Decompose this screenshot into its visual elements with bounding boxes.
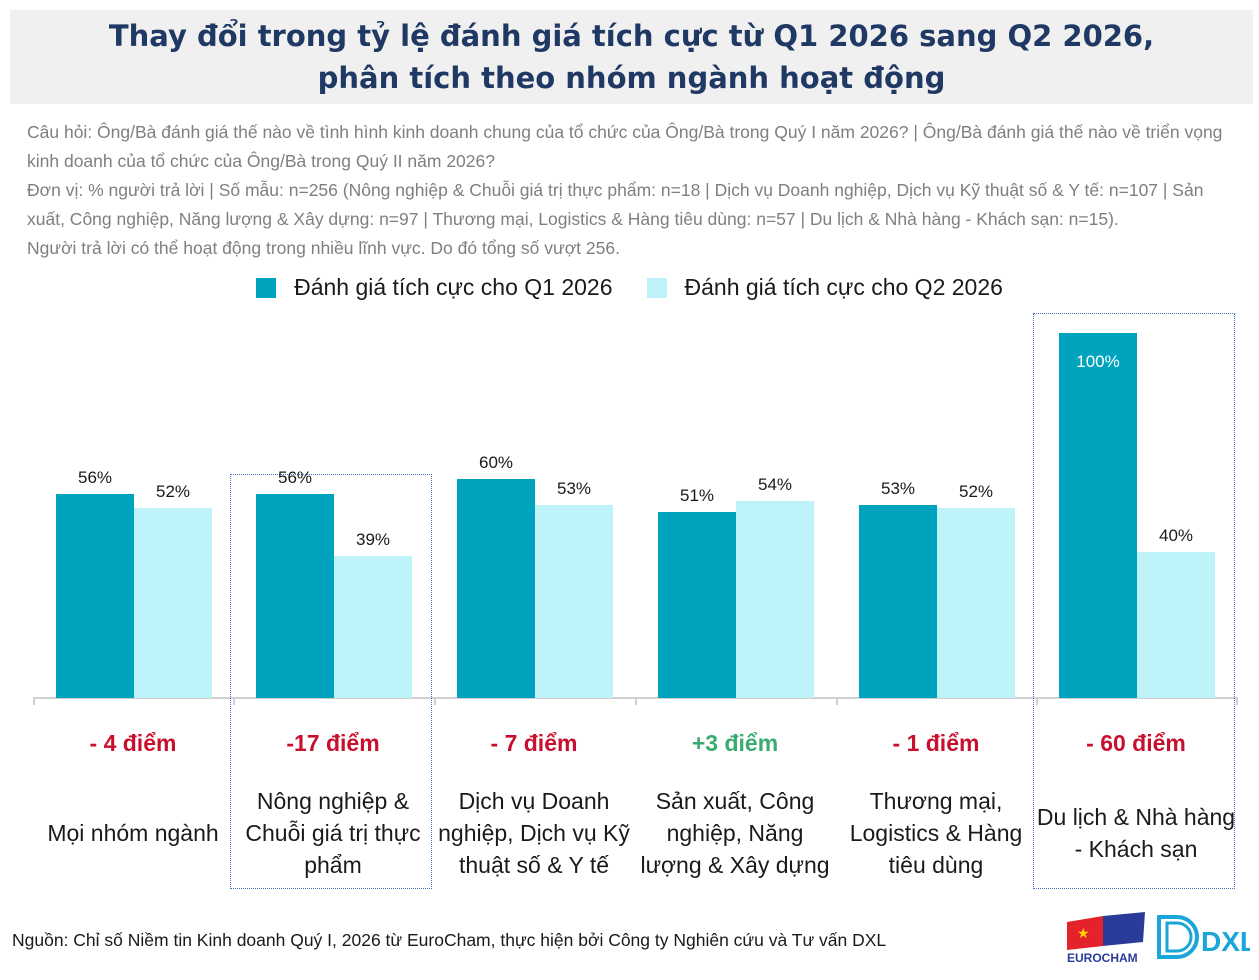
eurocham-wordmark: EUROCHAM (1067, 951, 1138, 965)
title-line-1: Thay đổi trong tỷ lệ đánh giá tích cực t… (108, 19, 1155, 53)
dxl-logo: DXL (1157, 915, 1250, 959)
value-label: 40% (1158, 526, 1194, 545)
notes: Câu hỏi: Ông/Bà đánh giá thế nào về tình… (27, 118, 1242, 263)
bar-q1 (256, 493, 334, 698)
eurocham-logo: ★ EUROCHAM (1067, 912, 1145, 965)
legend-item-q1: Đánh giá tích cực cho Q1 2026 (256, 274, 613, 301)
value-label: 52% (958, 482, 994, 502)
legend-swatch-q2 (646, 277, 667, 298)
value-label: 60% (478, 453, 514, 472)
category-label: Sản xuất, Công nghiệp, Năng lượng & Xây … (640, 787, 830, 878)
bar-q1 (56, 493, 134, 698)
unit-text: Đơn vị: % người trả lời | Số mẫu: n=256 … (27, 180, 1204, 229)
bar-q1 (658, 511, 736, 698)
bar-q2 (334, 555, 412, 698)
x-axis-line (33, 697, 1236, 699)
value-label: 53% (880, 478, 916, 498)
x-axis-tick (1236, 697, 1238, 705)
x-axis-tick (1036, 697, 1038, 705)
title-line-2: phân tích theo nhóm ngành hoạt động (317, 61, 946, 95)
x-axis-tick (836, 697, 838, 705)
x-axis-tick (434, 697, 436, 705)
bar-q2 (1137, 552, 1215, 698)
bar-q2 (736, 500, 814, 698)
highlight-box (1033, 313, 1235, 889)
x-axis-tick (33, 697, 35, 705)
bar-q2 (535, 504, 613, 698)
bar-q1 (457, 479, 535, 698)
category-label: Nông nghiệp & Chuỗi giá trị thực phẩm (245, 787, 421, 878)
category-label: Du lịch & Nhà hàng - Khách sạn (1036, 803, 1236, 862)
highlight-box (230, 473, 432, 889)
value-label: 54% (757, 474, 793, 494)
dxl-wordmark: DXL (1201, 926, 1250, 957)
legend: Đánh giá tích cực cho Q1 2026 Đánh giá t… (0, 274, 1259, 301)
category-label: Mọi nhóm ngành (47, 819, 219, 846)
bar-chart: 56% 52% - 4 điểm Mọi nhóm ngành 56% 39% -17 đi… (0, 300, 1259, 900)
bar-q1 (859, 504, 937, 698)
question-text: Câu hỏi: Ông/Bà đánh giá thế nào về tình… (27, 122, 1223, 171)
value-label: 52% (155, 482, 191, 502)
difference-label: -17 điểm (286, 730, 380, 756)
difference-label: - 60 điểm (1086, 730, 1186, 756)
value-label: 51% (679, 485, 715, 505)
source-note: Nguồn: Chỉ số Niềm tin Kinh doanh Quý I,… (12, 930, 887, 950)
legend-label-q2: Đánh giá tích cực cho Q2 2026 (684, 274, 1003, 300)
x-axis-tick (635, 697, 637, 705)
difference-label: - 7 điểm (490, 730, 578, 756)
value-label: 100% (1076, 352, 1120, 371)
bar-q2 (134, 508, 212, 698)
category-label: Dịch vụ Doanh nghiệp, Dịch vụ Kỹ thuật s… (438, 787, 630, 878)
remark-text: Người trả lời có thể hoạt động trong nhi… (27, 238, 620, 258)
bar-q1 (1059, 333, 1137, 698)
difference-label: +3 điểm (691, 730, 779, 756)
title-box: Thay đổi trong tỷ lệ đánh giá tích cực t… (10, 10, 1253, 104)
difference-label: - 1 điểm (892, 730, 980, 756)
value-label: 56% (277, 467, 313, 487)
legend-item-q2: Đánh giá tích cực cho Q2 2026 (646, 274, 1003, 301)
value-label: 56% (77, 467, 113, 487)
legend-swatch-q1 (256, 277, 277, 298)
svg-text:★: ★ (1077, 925, 1090, 941)
difference-label: - 4 điểm (89, 730, 177, 756)
bar-q2 (937, 508, 1015, 698)
category-label: Thương mại, Logistics & Hàng tiêu dùng (849, 787, 1023, 878)
value-label: 53% (556, 478, 592, 498)
legend-label-q1: Đánh giá tích cực cho Q1 2026 (294, 274, 613, 300)
value-label: 39% (355, 529, 391, 549)
x-axis-tick (233, 697, 235, 705)
